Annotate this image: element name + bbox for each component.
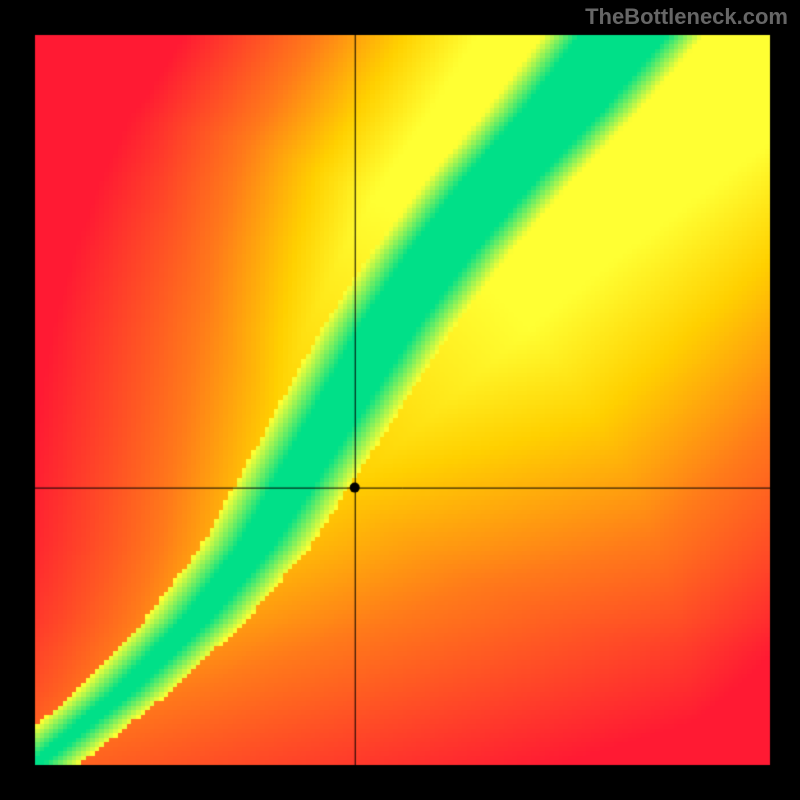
heatmap-canvas: [0, 0, 800, 800]
watermark-text: TheBottleneck.com: [585, 4, 788, 30]
chart-container: TheBottleneck.com: [0, 0, 800, 800]
